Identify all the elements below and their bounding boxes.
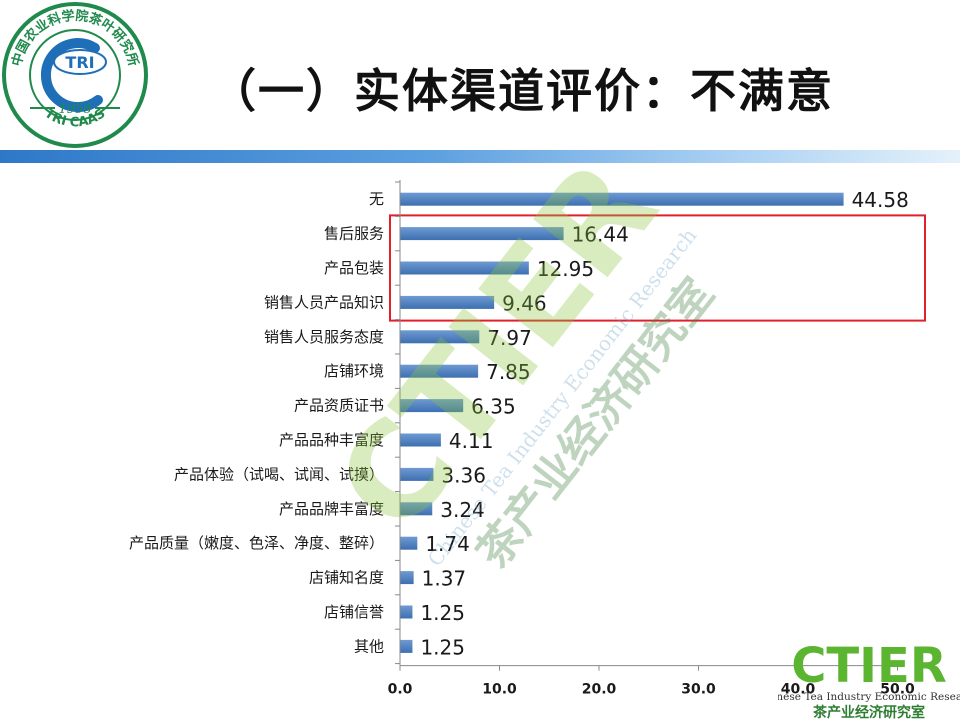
category-label: 销售人员服务态度 bbox=[264, 328, 384, 346]
bar-3 bbox=[400, 261, 529, 275]
bar-11 bbox=[400, 536, 418, 550]
value-label: 44.58 bbox=[852, 188, 909, 212]
ctier-corner-logo: CTIER Chinese Tea Industry Economic Rese… bbox=[778, 640, 960, 720]
x-tick-label: 10.0 bbox=[482, 682, 517, 698]
header-band bbox=[0, 150, 960, 163]
category-label: 产品品牌丰富度 bbox=[279, 500, 384, 518]
value-label: 7.97 bbox=[487, 326, 532, 350]
category-label: 其他 bbox=[354, 637, 384, 655]
highlight-box bbox=[389, 214, 926, 322]
bar-12 bbox=[400, 571, 414, 585]
bar-chart: 无 44.58 售后服务 16.44 产品包装 12.95 销售人员产品知识 9.46 销售人员… bbox=[129, 180, 926, 698]
value-label: 1.74 bbox=[425, 532, 470, 556]
svg-text:TRI: TRI bbox=[65, 53, 94, 72]
svg-text:1958: 1958 bbox=[58, 102, 91, 117]
svg-text:茶产业经济研究室: 茶产业经济研究室 bbox=[812, 704, 925, 720]
category-label: 产品质量（嫩度、色泽、净度、整碎） bbox=[129, 534, 384, 552]
bar-4 bbox=[400, 295, 495, 309]
bar-8 bbox=[400, 433, 441, 447]
value-label: 16.44 bbox=[572, 223, 629, 247]
bar-10 bbox=[400, 502, 433, 516]
svg-text:CTIER: CTIER bbox=[791, 640, 947, 694]
bar-9 bbox=[400, 467, 434, 481]
svg-text:Chinese Tea Industry Economic: Chinese Tea Industry Economic Research bbox=[778, 691, 960, 703]
x-tick-label: 20.0 bbox=[582, 682, 617, 698]
category-label: 店铺环境 bbox=[324, 362, 384, 380]
category-label: 店铺知名度 bbox=[309, 569, 384, 587]
tri-caas-logo: 中国农业科学院茶叶研究所 TRI 1958 TRI CAAS bbox=[2, 2, 148, 148]
value-label: 9.46 bbox=[502, 291, 547, 315]
category-label: 产品品种丰富度 bbox=[279, 431, 384, 449]
x-tick-label: 0.0 bbox=[388, 682, 413, 698]
category-label: 产品资质证书 bbox=[294, 397, 384, 415]
bar-13 bbox=[400, 605, 413, 619]
bar-14 bbox=[400, 639, 413, 653]
category-label: 售后服务 bbox=[324, 225, 384, 243]
bar-7 bbox=[400, 399, 464, 413]
value-label: 4.11 bbox=[449, 429, 494, 453]
value-label: 3.36 bbox=[441, 463, 486, 487]
x-tick-label: 50.0 bbox=[880, 682, 915, 698]
category-label: 店铺信誉 bbox=[324, 603, 384, 621]
category-label: 销售人员产品知识 bbox=[264, 293, 384, 311]
bar-5 bbox=[400, 330, 480, 344]
bar-6 bbox=[400, 364, 479, 378]
value-label: 6.35 bbox=[471, 395, 516, 419]
value-label: 7.85 bbox=[486, 360, 531, 384]
category-label: 产品体验（试喝、试闻、试摸） bbox=[174, 465, 384, 483]
x-tick-label: 40.0 bbox=[781, 682, 816, 698]
value-label: 12.95 bbox=[537, 257, 594, 281]
value-label: 1.25 bbox=[420, 635, 465, 659]
category-label: 无 bbox=[369, 190, 384, 208]
value-label: 3.24 bbox=[440, 498, 485, 522]
category-label: 产品包装 bbox=[324, 259, 384, 277]
page-title: （一）实体渠道评价：不满意 bbox=[210, 64, 834, 118]
x-tick-label: 30.0 bbox=[681, 682, 716, 698]
value-label: 1.37 bbox=[422, 567, 467, 591]
bar-2 bbox=[400, 227, 564, 241]
value-label: 1.25 bbox=[420, 601, 465, 625]
bar-1 bbox=[400, 192, 844, 206]
